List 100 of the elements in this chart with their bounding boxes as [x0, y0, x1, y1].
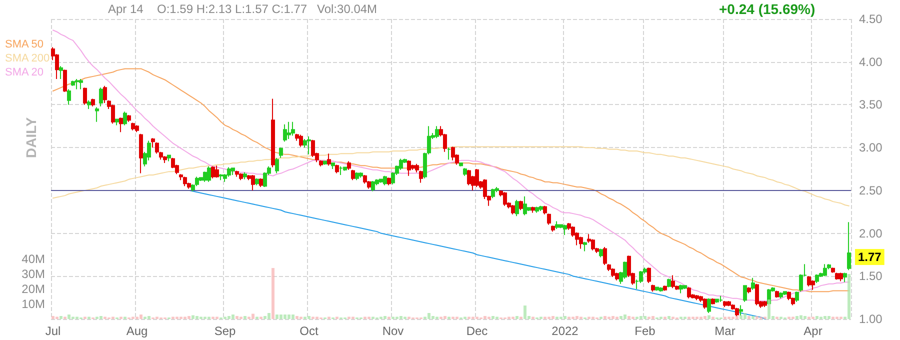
candlestick: [67, 88, 71, 106]
candlestick: [459, 162, 463, 167]
candlestick: [363, 174, 367, 184]
candlestick: [135, 124, 139, 133]
y2-tick-label: 40M: [22, 252, 46, 266]
candlestick: [119, 117, 123, 133]
line-series: [188, 190, 766, 320]
candlestick: [815, 274, 819, 284]
candlestick: [667, 278, 671, 288]
bar: [644, 316, 646, 319]
candlestick: [183, 176, 187, 187]
candlestick: [491, 188, 495, 199]
candlestick: [387, 177, 391, 186]
candlestick: [243, 172, 247, 180]
candlestick: [115, 118, 119, 126]
bar: [564, 316, 566, 319]
candlestick: [379, 178, 383, 184]
bar: [848, 274, 850, 319]
candlestick: [647, 267, 651, 284]
candlestick: [775, 290, 779, 298]
bar: [552, 316, 554, 319]
candlestick: [503, 192, 507, 206]
candlestick: [275, 157, 279, 174]
candlestick: [611, 268, 615, 278]
bar: [768, 300, 770, 319]
candlestick: [671, 274, 675, 289]
y-tick-label: 2.00: [859, 226, 883, 240]
x-tick-label: Sep: [214, 324, 236, 338]
candlestick: [719, 295, 723, 302]
candlestick: [419, 170, 423, 184]
bar: [576, 316, 578, 319]
candlestick: [167, 154, 171, 162]
x-tick-label: Feb: [634, 324, 656, 338]
candlestick: [651, 284, 655, 292]
candlestick: [715, 298, 719, 304]
candlestick: [779, 292, 783, 299]
candlestick: [63, 69, 67, 92]
x-tick-label: Oct: [300, 324, 319, 338]
candlestick: [447, 147, 451, 160]
candlestick: [219, 174, 223, 181]
candlestick: [751, 277, 755, 290]
text: SMA 200: [5, 52, 50, 64]
text: SMA 20: [5, 66, 44, 78]
candlestick: [235, 170, 239, 178]
bar: [52, 316, 54, 319]
candlestick: [551, 225, 555, 232]
candlestick: [783, 291, 787, 296]
bar: [604, 316, 606, 319]
bar: [736, 316, 738, 319]
candlestick: [327, 153, 331, 166]
bar: [296, 316, 298, 319]
bar: [752, 316, 754, 319]
candlestick: [747, 286, 751, 294]
candlestick: [847, 222, 851, 271]
candlestick: [663, 285, 667, 292]
candlestick: [703, 298, 707, 310]
candlestick: [451, 146, 455, 161]
bar: [740, 315, 742, 319]
y2-tick-label: 10M: [22, 297, 46, 311]
candlestick: [687, 286, 691, 299]
y-tick-label: 3.50: [859, 98, 883, 112]
candlestick: [103, 85, 107, 104]
x-tick-label: Aug: [126, 324, 148, 338]
candlestick: [127, 114, 131, 122]
candlestick: [475, 168, 479, 188]
candlestick: [807, 276, 811, 287]
text: 1.77: [858, 250, 882, 264]
bar: [236, 316, 238, 319]
candlestick: [279, 147, 283, 158]
bar: [268, 313, 270, 319]
candlestick: [683, 285, 687, 290]
candlestick: [615, 272, 619, 281]
candlestick: [811, 280, 815, 290]
candlestick: [271, 98, 275, 168]
candlestick: [211, 166, 215, 179]
bar: [624, 314, 626, 319]
candlestick: [835, 272, 839, 280]
candlestick: [139, 133, 143, 174]
bar: [612, 316, 614, 319]
bar: [524, 306, 526, 319]
y2-tick-label: 30M: [22, 267, 46, 281]
y-tick-label: 4.50: [859, 12, 883, 26]
candlestick: [523, 196, 527, 216]
candlestick: [383, 175, 387, 186]
bar: [484, 316, 486, 319]
candlestick: [435, 126, 439, 139]
candlestick: [555, 220, 559, 230]
candlestick: [743, 285, 747, 302]
candlestick: [355, 172, 359, 181]
candlestick: [339, 166, 343, 176]
candlestick: [87, 100, 91, 110]
candlestick: [111, 104, 115, 124]
candlestick: [519, 200, 523, 211]
candlestick: [407, 160, 411, 176]
y-tick-label: 1.00: [859, 312, 883, 326]
y2-tick-label: 20M: [22, 282, 46, 296]
candlestick: [95, 106, 99, 122]
bar: [292, 314, 294, 319]
bar: [232, 314, 234, 319]
x-tick-label: 2022: [552, 324, 579, 338]
